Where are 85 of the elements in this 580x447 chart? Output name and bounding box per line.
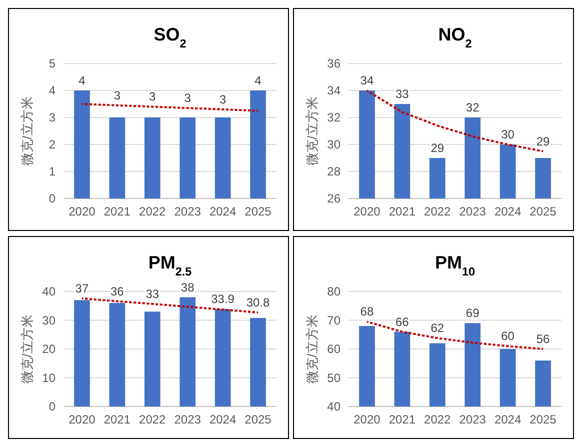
- y-tick-label: 34: [327, 84, 341, 98]
- bar: [74, 300, 90, 406]
- y-tick-label: 20: [42, 342, 56, 356]
- y-tick-label: 2: [48, 138, 56, 152]
- x-tick-label: 2022: [139, 204, 166, 218]
- y-tick-label: 60: [327, 342, 341, 356]
- x-tick-label: 2025: [244, 204, 272, 218]
- x-tick-label: 2021: [104, 204, 131, 218]
- x-tick-label: 2023: [174, 412, 202, 426]
- data-label: 62: [430, 321, 444, 336]
- y-tick-label: 3: [48, 110, 56, 125]
- data-label: 3: [114, 88, 121, 102]
- x-tick-label: 2023: [459, 204, 486, 218]
- data-label: 3: [219, 92, 226, 106]
- x-tick-label: 2023: [174, 204, 202, 218]
- x-tick-label: 2023: [459, 412, 486, 426]
- y-tick-label: 1: [48, 164, 56, 179]
- data-label: 29: [430, 141, 444, 155]
- y-tick-label: 28: [327, 164, 341, 179]
- chart-title: PM$_{10}$: [434, 252, 476, 278]
- bar: [180, 297, 196, 406]
- y-tick-label: 26: [327, 192, 341, 206]
- x-tick-label: 2021: [104, 412, 131, 426]
- data-label: 30.8: [246, 295, 270, 310]
- data-label: 37: [75, 281, 89, 296]
- y-tick-label: 40: [327, 400, 341, 414]
- x-tick-label: 2025: [244, 412, 272, 426]
- x-tick-label: 2021: [388, 204, 416, 218]
- y-tick-label: 0: [48, 192, 56, 206]
- y-axis-title: 微克/立方米: [304, 314, 320, 384]
- x-tick-label: 2022: [424, 204, 452, 218]
- bar: [214, 309, 231, 406]
- data-label: 60: [501, 329, 515, 344]
- y-tick-label: 70: [327, 313, 341, 328]
- bar: [250, 318, 266, 406]
- y-tick-label: 50: [327, 370, 341, 385]
- data-label: 33: [396, 87, 410, 101]
- x-tick-label: 2020: [354, 204, 381, 218]
- x-tick-label: 2022: [424, 412, 452, 426]
- data-label: 29: [536, 134, 550, 148]
- chart-title: SO$_{2}$: [154, 24, 187, 50]
- data-label: 3: [149, 90, 156, 104]
- y-tick-label: 30: [327, 138, 341, 152]
- data-label: 4: [254, 74, 262, 88]
- x-tick-label: 2024: [494, 412, 522, 426]
- data-label: 36: [110, 284, 124, 298]
- x-tick-label: 2020: [68, 412, 96, 426]
- chart-title: PM$_{2.5}$: [148, 252, 192, 278]
- y-axis-title: 微克/立方米: [20, 314, 34, 384]
- data-label: 66: [396, 314, 410, 329]
- x-tick-label: 2025: [530, 412, 557, 426]
- y-axis-title: 微克/立方米: [304, 96, 320, 166]
- y-tick-label: 0: [48, 400, 56, 414]
- data-label: 56: [536, 332, 550, 346]
- x-tick-label: 2024: [494, 204, 522, 218]
- data-label: 33.9: [211, 292, 235, 306]
- y-axis-title: 微克/立方米: [20, 96, 34, 166]
- y-tick-label: 5: [48, 56, 56, 71]
- data-label: 4: [78, 74, 86, 88]
- y-tick-label: 30: [42, 313, 56, 328]
- x-tick-label: 2024: [209, 412, 236, 426]
- chart-title: NO$_{2}$: [438, 24, 472, 50]
- x-tick-label: 2025: [530, 204, 557, 218]
- y-tick-label: 4: [48, 84, 56, 98]
- x-tick-label: 2022: [139, 412, 166, 426]
- y-tick-label: 80: [327, 284, 341, 299]
- y-tick-label: 36: [327, 56, 341, 71]
- x-tick-label: 2020: [354, 412, 381, 426]
- x-tick-label: 2020: [68, 204, 96, 218]
- data-label: 68: [360, 304, 374, 319]
- data-label: 38: [180, 280, 195, 294]
- bar: [109, 303, 126, 406]
- x-tick-label: 2021: [388, 412, 416, 426]
- bar: [144, 312, 160, 406]
- data-label: 30: [501, 128, 515, 142]
- x-tick-label: 2024: [209, 204, 236, 218]
- data-label: 3: [184, 91, 192, 106]
- data-label: 34: [360, 74, 374, 88]
- line-series: [80, 103, 260, 112]
- data-label: 69: [466, 306, 480, 320]
- y-tick-label: 10: [42, 370, 56, 385]
- data-label: 33: [146, 286, 160, 301]
- y-tick-label: 40: [42, 284, 56, 299]
- data-label: 32: [466, 100, 480, 114]
- y-tick-label: 32: [327, 110, 341, 125]
